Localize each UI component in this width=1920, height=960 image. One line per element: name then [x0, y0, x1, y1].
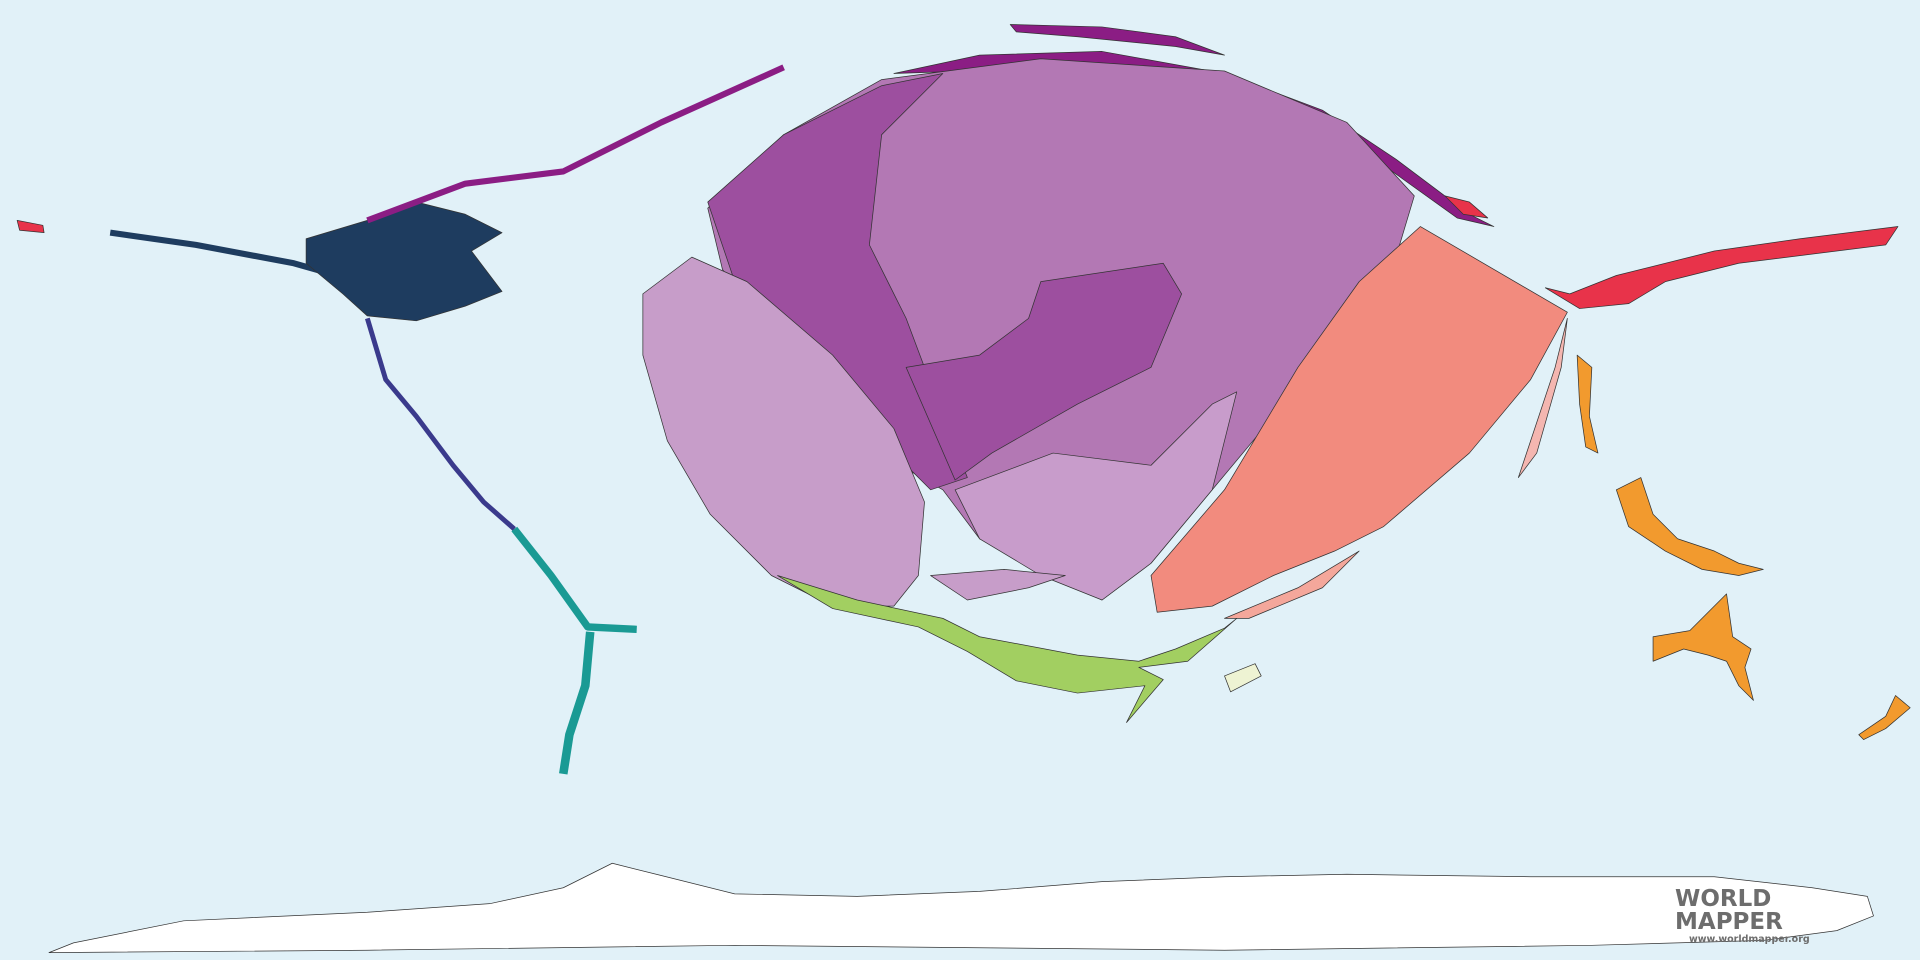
logo-line2: MAPPER — [1675, 909, 1783, 935]
region-green-small — [1224, 663, 1262, 693]
region-asia-strip — [930, 569, 1066, 601]
region-south-america — [511, 526, 637, 634]
region-asia-dark-east — [905, 262, 1182, 481]
region-africa — [1150, 226, 1568, 613]
region-red-east — [1544, 226, 1899, 309]
region-magenta-arm — [366, 64, 785, 224]
region-asia-south — [642, 256, 925, 607]
region-antarctica — [48, 862, 1874, 954]
region-south-america-south — [559, 631, 595, 775]
region-north-america — [305, 201, 503, 322]
region-orange-sea — [1615, 477, 1764, 576]
region-magenta-top — [1009, 24, 1225, 56]
region-red-west — [16, 220, 45, 234]
logo-url: www.worldmapper.org — [1689, 934, 1810, 945]
region-central-america — [365, 317, 516, 531]
region-pink-east — [1518, 318, 1568, 478]
worldmapper-logo: WORLD MAPPER www.worldmapper.org — [1675, 888, 1810, 945]
region-africa-strip — [1224, 550, 1360, 619]
region-asia-southeast — [954, 391, 1238, 601]
logo-line1: WORLD — [1675, 886, 1772, 912]
region-orange-islands — [1576, 354, 1599, 454]
region-green — [777, 575, 1238, 723]
region-red-islands — [1444, 195, 1489, 219]
region-australia — [1652, 593, 1754, 701]
region-new-zealand — [1858, 695, 1911, 740]
